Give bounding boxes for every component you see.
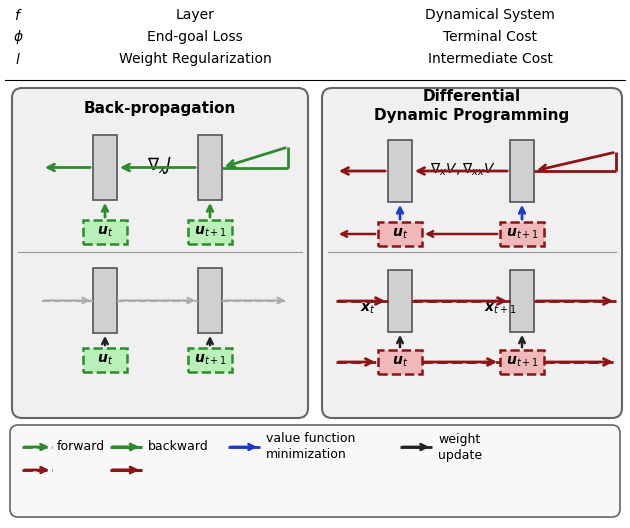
Bar	[83, 220, 127, 244]
Bar	[378, 350, 422, 374]
Bar	[388, 140, 412, 202]
Text: $\boldsymbol{u}_{t+1}$: $\boldsymbol{u}_{t+1}$	[193, 225, 227, 239]
Bar	[93, 135, 117, 200]
FancyBboxPatch shape	[322, 88, 622, 418]
Text: forward: forward	[57, 440, 105, 454]
Bar	[500, 350, 544, 374]
Text: $\boldsymbol{u}_{t+1}$: $\boldsymbol{u}_{t+1}$	[505, 227, 539, 241]
Text: $\nabla_x V, \nabla_{xx} V$: $\nabla_x V, \nabla_{xx} V$	[430, 161, 496, 178]
Bar	[198, 268, 222, 333]
Text: backward: backward	[148, 440, 209, 454]
Text: Layer: Layer	[176, 8, 214, 22]
Text: $\boldsymbol{u}_t$: $\boldsymbol{u}_t$	[97, 225, 113, 239]
Text: $l$: $l$	[15, 52, 21, 67]
Text: Weight Regularization: Weight Regularization	[118, 52, 272, 66]
Bar	[83, 348, 127, 372]
FancyBboxPatch shape	[10, 425, 620, 517]
Text: $\boldsymbol{u}_t$: $\boldsymbol{u}_t$	[392, 227, 408, 241]
Bar	[188, 220, 232, 244]
Text: $\boldsymbol{u}_t$: $\boldsymbol{u}_t$	[392, 355, 408, 369]
Bar	[93, 268, 117, 333]
Text: Terminal Cost: Terminal Cost	[443, 30, 537, 44]
Text: $\boldsymbol{u}_t$: $\boldsymbol{u}_t$	[97, 353, 113, 367]
Bar	[388, 270, 412, 332]
Bar	[510, 270, 534, 332]
Text: $\boldsymbol{x}_t$: $\boldsymbol{x}_t$	[360, 302, 376, 316]
Bar	[510, 140, 534, 202]
Text: weight
update: weight update	[438, 432, 482, 461]
Text: End-goal Loss: End-goal Loss	[147, 30, 243, 44]
Text: $\nabla_x J$: $\nabla_x J$	[147, 155, 172, 176]
Text: $\phi$: $\phi$	[13, 28, 23, 46]
Text: value function
minimization: value function minimization	[266, 432, 355, 461]
Text: Intermediate Cost: Intermediate Cost	[428, 52, 553, 66]
Text: $\boldsymbol{u}_{t+1}$: $\boldsymbol{u}_{t+1}$	[193, 353, 227, 367]
Text: $\boldsymbol{x}_{t+1}$: $\boldsymbol{x}_{t+1}$	[484, 302, 517, 316]
Text: Differential
Dynamic Programming: Differential Dynamic Programming	[374, 89, 570, 123]
Bar	[198, 135, 222, 200]
Text: Dynamical System: Dynamical System	[425, 8, 555, 22]
FancyBboxPatch shape	[12, 88, 308, 418]
Text: $f$: $f$	[14, 7, 22, 23]
Text: Back-propagation: Back-propagation	[84, 100, 236, 116]
Text: $\boldsymbol{u}_{t+1}$: $\boldsymbol{u}_{t+1}$	[505, 355, 539, 369]
Bar	[378, 222, 422, 246]
Bar	[188, 348, 232, 372]
Bar	[500, 222, 544, 246]
